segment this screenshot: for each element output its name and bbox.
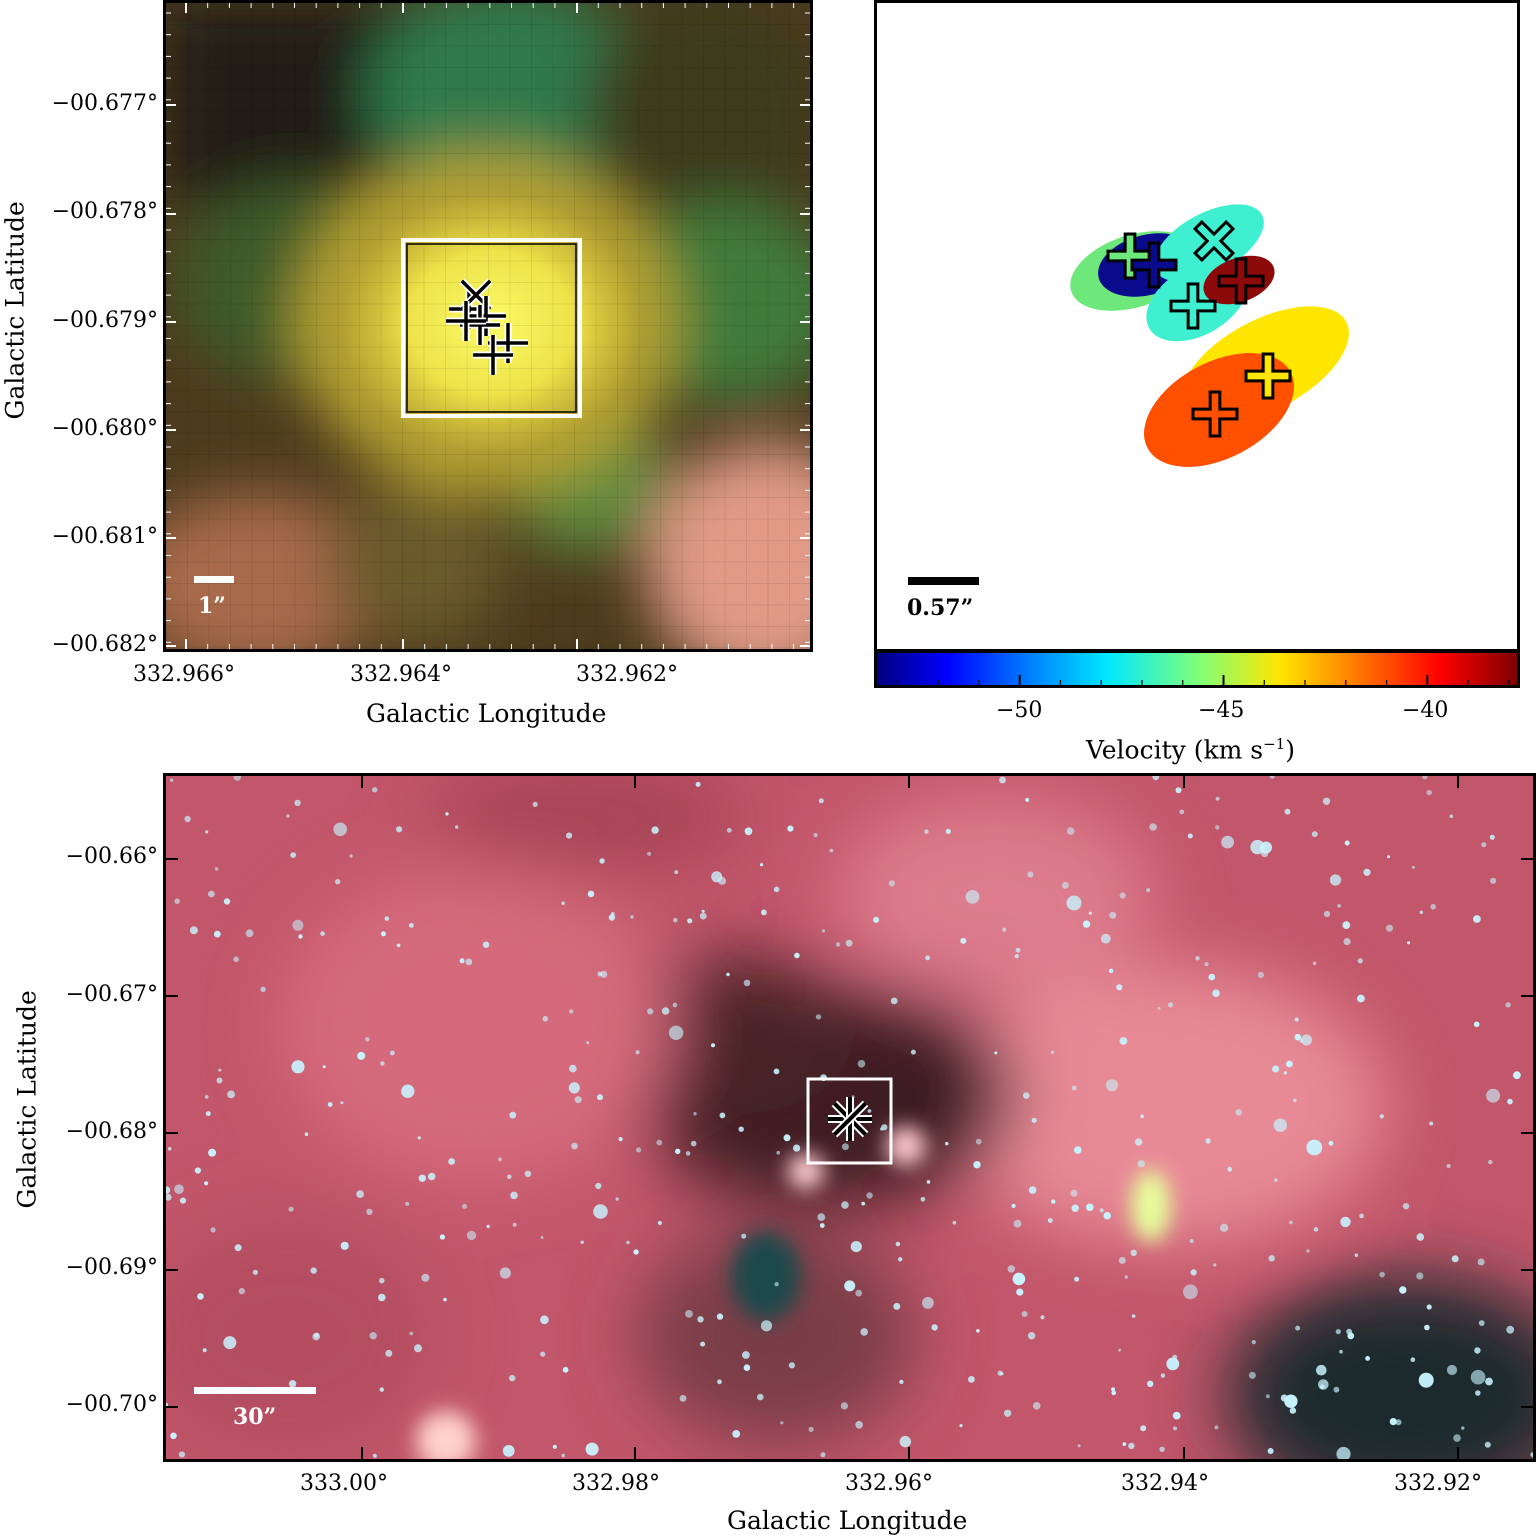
pixel-grid-overlay <box>166 3 810 649</box>
zoom-image <box>166 3 810 649</box>
plus-marker <box>1191 390 1239 438</box>
zoom-image-panel: 1” <box>163 0 813 652</box>
scale-bar <box>194 576 234 583</box>
y-tick-label: −00.680° <box>51 416 158 441</box>
colorbar-label-close: ) <box>1285 735 1295 765</box>
zoom-region-box <box>401 238 582 418</box>
star-field <box>166 776 1533 1459</box>
x-tick-label: 332.962° <box>576 662 678 687</box>
plus-marker <box>446 301 486 341</box>
y-axis-title: Galactic Latitude <box>12 990 42 1209</box>
y-tick-label: −00.679° <box>51 308 158 333</box>
x-tick-label: 332.94° <box>1121 1471 1209 1496</box>
plus-marker <box>831 1100 869 1138</box>
x-tick-label: 332.98° <box>572 1471 660 1496</box>
source-markers <box>828 1097 872 1141</box>
y-tick-label: −00.69° <box>65 1255 158 1280</box>
plus-marker <box>466 296 506 336</box>
y-tick-label: −00.70° <box>65 1392 158 1417</box>
plus-marker <box>473 335 513 375</box>
y-tick-label: −00.678° <box>51 199 158 224</box>
x-axis-title: Galactic Longitude <box>727 1506 968 1535</box>
y-tick-label: −00.681° <box>51 524 158 549</box>
velocity-map-panel: 0.57” <box>874 0 1520 652</box>
source-markers <box>1106 219 1292 438</box>
scale-bar <box>194 1387 316 1394</box>
colorbar-tick-label: −45 <box>1198 698 1245 723</box>
colorbar-tick-label: −50 <box>996 698 1043 723</box>
zoom-region-box <box>806 1077 893 1165</box>
axis-ticks <box>166 3 810 649</box>
x-tick-label: 333.00° <box>300 1471 388 1496</box>
plus-marker <box>1217 257 1265 305</box>
y-tick-label: −00.66° <box>65 844 158 869</box>
axis-ticks <box>166 776 1533 1459</box>
colorbar-tick-label: −40 <box>1402 698 1449 723</box>
wide-field-panel: 30” <box>163 773 1536 1462</box>
colorbar-label-exponent: −1 <box>1263 735 1286 753</box>
velocity-map <box>908 204 1349 585</box>
y-tick-label: −00.67° <box>65 982 158 1007</box>
scale-bar <box>908 577 979 585</box>
source-markers <box>446 278 528 375</box>
scale-bar-label: 1” <box>198 593 226 619</box>
wide-field-image <box>166 776 1533 1459</box>
y-tick-label: −00.68° <box>65 1119 158 1144</box>
colorbar-label-text: Velocity (km s <box>1086 735 1264 765</box>
plus-marker <box>1106 232 1154 280</box>
x-axis-title: Galactic Longitude <box>366 699 607 728</box>
plus-marker <box>1130 241 1178 289</box>
y-tick-label: −00.682° <box>51 632 158 657</box>
plus-marker <box>1244 352 1292 400</box>
x-tick-label: 332.964° <box>350 662 452 687</box>
scale-bar-label: 30” <box>233 1404 277 1430</box>
y-tick-label: −00.677° <box>51 91 158 116</box>
plus-marker <box>1169 282 1217 330</box>
scale-bar-label: 0.57” <box>907 595 974 621</box>
velocity-colorbar <box>874 650 1520 688</box>
x-tick-label: 332.96° <box>845 1471 933 1496</box>
x-tick-label: 332.92° <box>1394 1471 1482 1496</box>
colorbar-label: Velocity (km s−1) <box>1086 735 1295 764</box>
colorbar-ticks <box>896 675 1510 685</box>
cross-marker <box>1192 219 1236 263</box>
x-tick-label: 332.966° <box>133 662 235 687</box>
y-axis-title: Galactic Latitude <box>0 201 30 420</box>
